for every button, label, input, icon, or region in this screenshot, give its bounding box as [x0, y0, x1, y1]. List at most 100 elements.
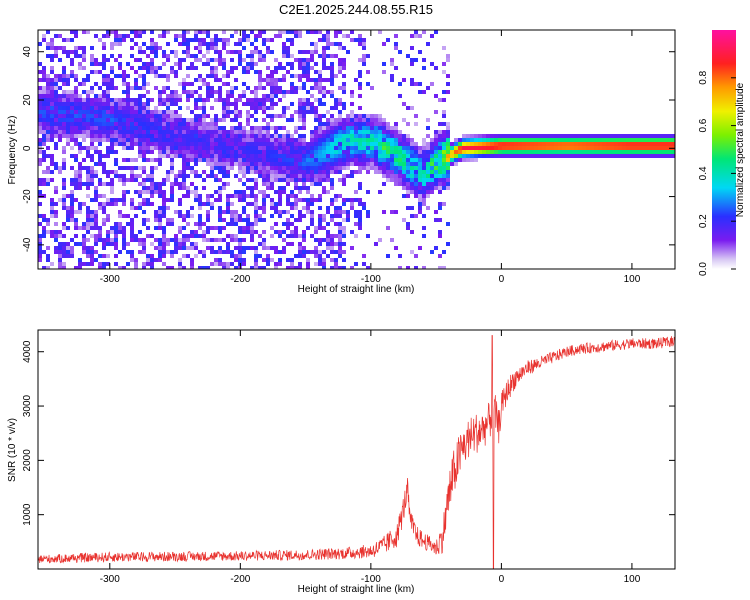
heatmap-cell [322, 50, 326, 54]
heatmap-cell [450, 150, 454, 154]
heatmap-cell [74, 114, 78, 118]
heatmap-cell [58, 98, 62, 102]
heatmap-cell [226, 242, 230, 246]
heatmap-cell [174, 34, 178, 38]
heatmap-cell [54, 214, 58, 218]
heatmap-cell [286, 234, 290, 238]
heatmap-cell [378, 166, 382, 170]
heatmap-cell [350, 266, 354, 269]
heatmap-cell [174, 118, 178, 122]
heatmap-cell [334, 98, 338, 102]
heatmap-cell [142, 126, 146, 130]
heatmap-cell [342, 150, 346, 154]
heatmap-cell [86, 106, 90, 110]
heatmap-cell [158, 118, 162, 122]
heatmap-cell [190, 266, 194, 269]
heatmap-cell [110, 198, 114, 202]
heatmap-cell [194, 150, 198, 154]
heatmap-cell [178, 134, 182, 138]
heatmap-cell [98, 134, 102, 138]
heatmap-cell [74, 234, 78, 238]
heatmap-cell [42, 110, 46, 114]
heatmap-cell [146, 122, 150, 126]
heatmap-cell [502, 138, 506, 142]
heatmap-cell [134, 30, 138, 34]
heatmap-cell [426, 190, 430, 194]
heatmap-cell [146, 90, 150, 94]
heatmap-cell [90, 138, 94, 142]
heatmap-cell [414, 114, 418, 118]
heatmap-cell [410, 174, 414, 178]
heatmap-cell [114, 118, 118, 122]
heatmap-cell [402, 186, 406, 190]
heatmap-cell [218, 230, 222, 234]
heatmap-cell [410, 62, 414, 66]
heatmap-cell [302, 82, 306, 86]
heatmap-cell [162, 114, 166, 118]
heatmap-cell [498, 142, 502, 146]
heatmap-cell [366, 162, 370, 166]
heatmap-cell [614, 134, 618, 138]
heatmap-cell [106, 174, 110, 178]
heatmap-cell [362, 62, 366, 66]
heatmap-cell [174, 178, 178, 182]
heatmap-cell [106, 242, 110, 246]
heatmap-cell [150, 266, 154, 269]
heatmap-cell [262, 238, 266, 242]
heatmap-cell [366, 138, 370, 142]
heatmap-cell [258, 162, 262, 166]
heatmap-cell [482, 150, 486, 154]
heatmap-cell [434, 182, 438, 186]
heatmap-cell [326, 154, 330, 158]
heatmap-cell [222, 106, 226, 110]
heatmap-cell [290, 206, 294, 210]
heatmap-cell [134, 258, 138, 262]
heatmap-cell [130, 134, 134, 138]
heatmap-cell [190, 166, 194, 170]
heatmap-cell [146, 262, 150, 266]
heatmap-cell [366, 154, 370, 158]
heatmap-cell [170, 126, 174, 130]
heatmap-cell [530, 146, 534, 150]
heatmap-cell [310, 210, 314, 214]
heatmap-cell [294, 202, 298, 206]
heatmap-cell [86, 78, 90, 82]
heatmap-cell [318, 178, 322, 182]
heatmap-cell [350, 142, 354, 146]
heatmap-cell [154, 130, 158, 134]
heatmap-cell [298, 242, 302, 246]
heatmap-cell [174, 90, 178, 94]
heatmap-cell [502, 146, 506, 150]
heatmap-cell [230, 134, 234, 138]
heatmap-cell [294, 254, 298, 258]
heatmap-cell [546, 138, 550, 142]
heatmap-cell [198, 174, 202, 178]
heatmap-cell [238, 226, 242, 230]
heatmap-cell [206, 194, 210, 198]
heatmap-cell [142, 198, 146, 202]
heatmap-cell [614, 138, 618, 142]
heatmap-cell [350, 38, 354, 42]
heatmap-cell [74, 30, 78, 34]
heatmap-cell [442, 154, 446, 158]
heatmap-cell [42, 226, 46, 230]
heatmap-cell [226, 162, 230, 166]
heatmap-cell [438, 178, 442, 182]
heatmap-cell [314, 146, 318, 150]
heatmap-cell [154, 226, 158, 230]
heatmap-cell [466, 142, 470, 146]
heatmap-cell [402, 154, 406, 158]
heatmap-cell [286, 134, 290, 138]
heatmap-cell [326, 126, 330, 130]
heatmap-cell [342, 106, 346, 110]
heatmap-cell [78, 66, 82, 70]
heatmap-cell [182, 150, 186, 154]
heatmap-cell [174, 174, 178, 178]
heatmap-cell [66, 54, 70, 58]
heatmap-cell [258, 154, 262, 158]
heatmap-cell [338, 98, 342, 102]
y-tick-label: -20 [22, 189, 33, 204]
heatmap-cell [314, 86, 318, 90]
heatmap-cell [74, 102, 78, 106]
heatmap-cell [386, 226, 390, 230]
